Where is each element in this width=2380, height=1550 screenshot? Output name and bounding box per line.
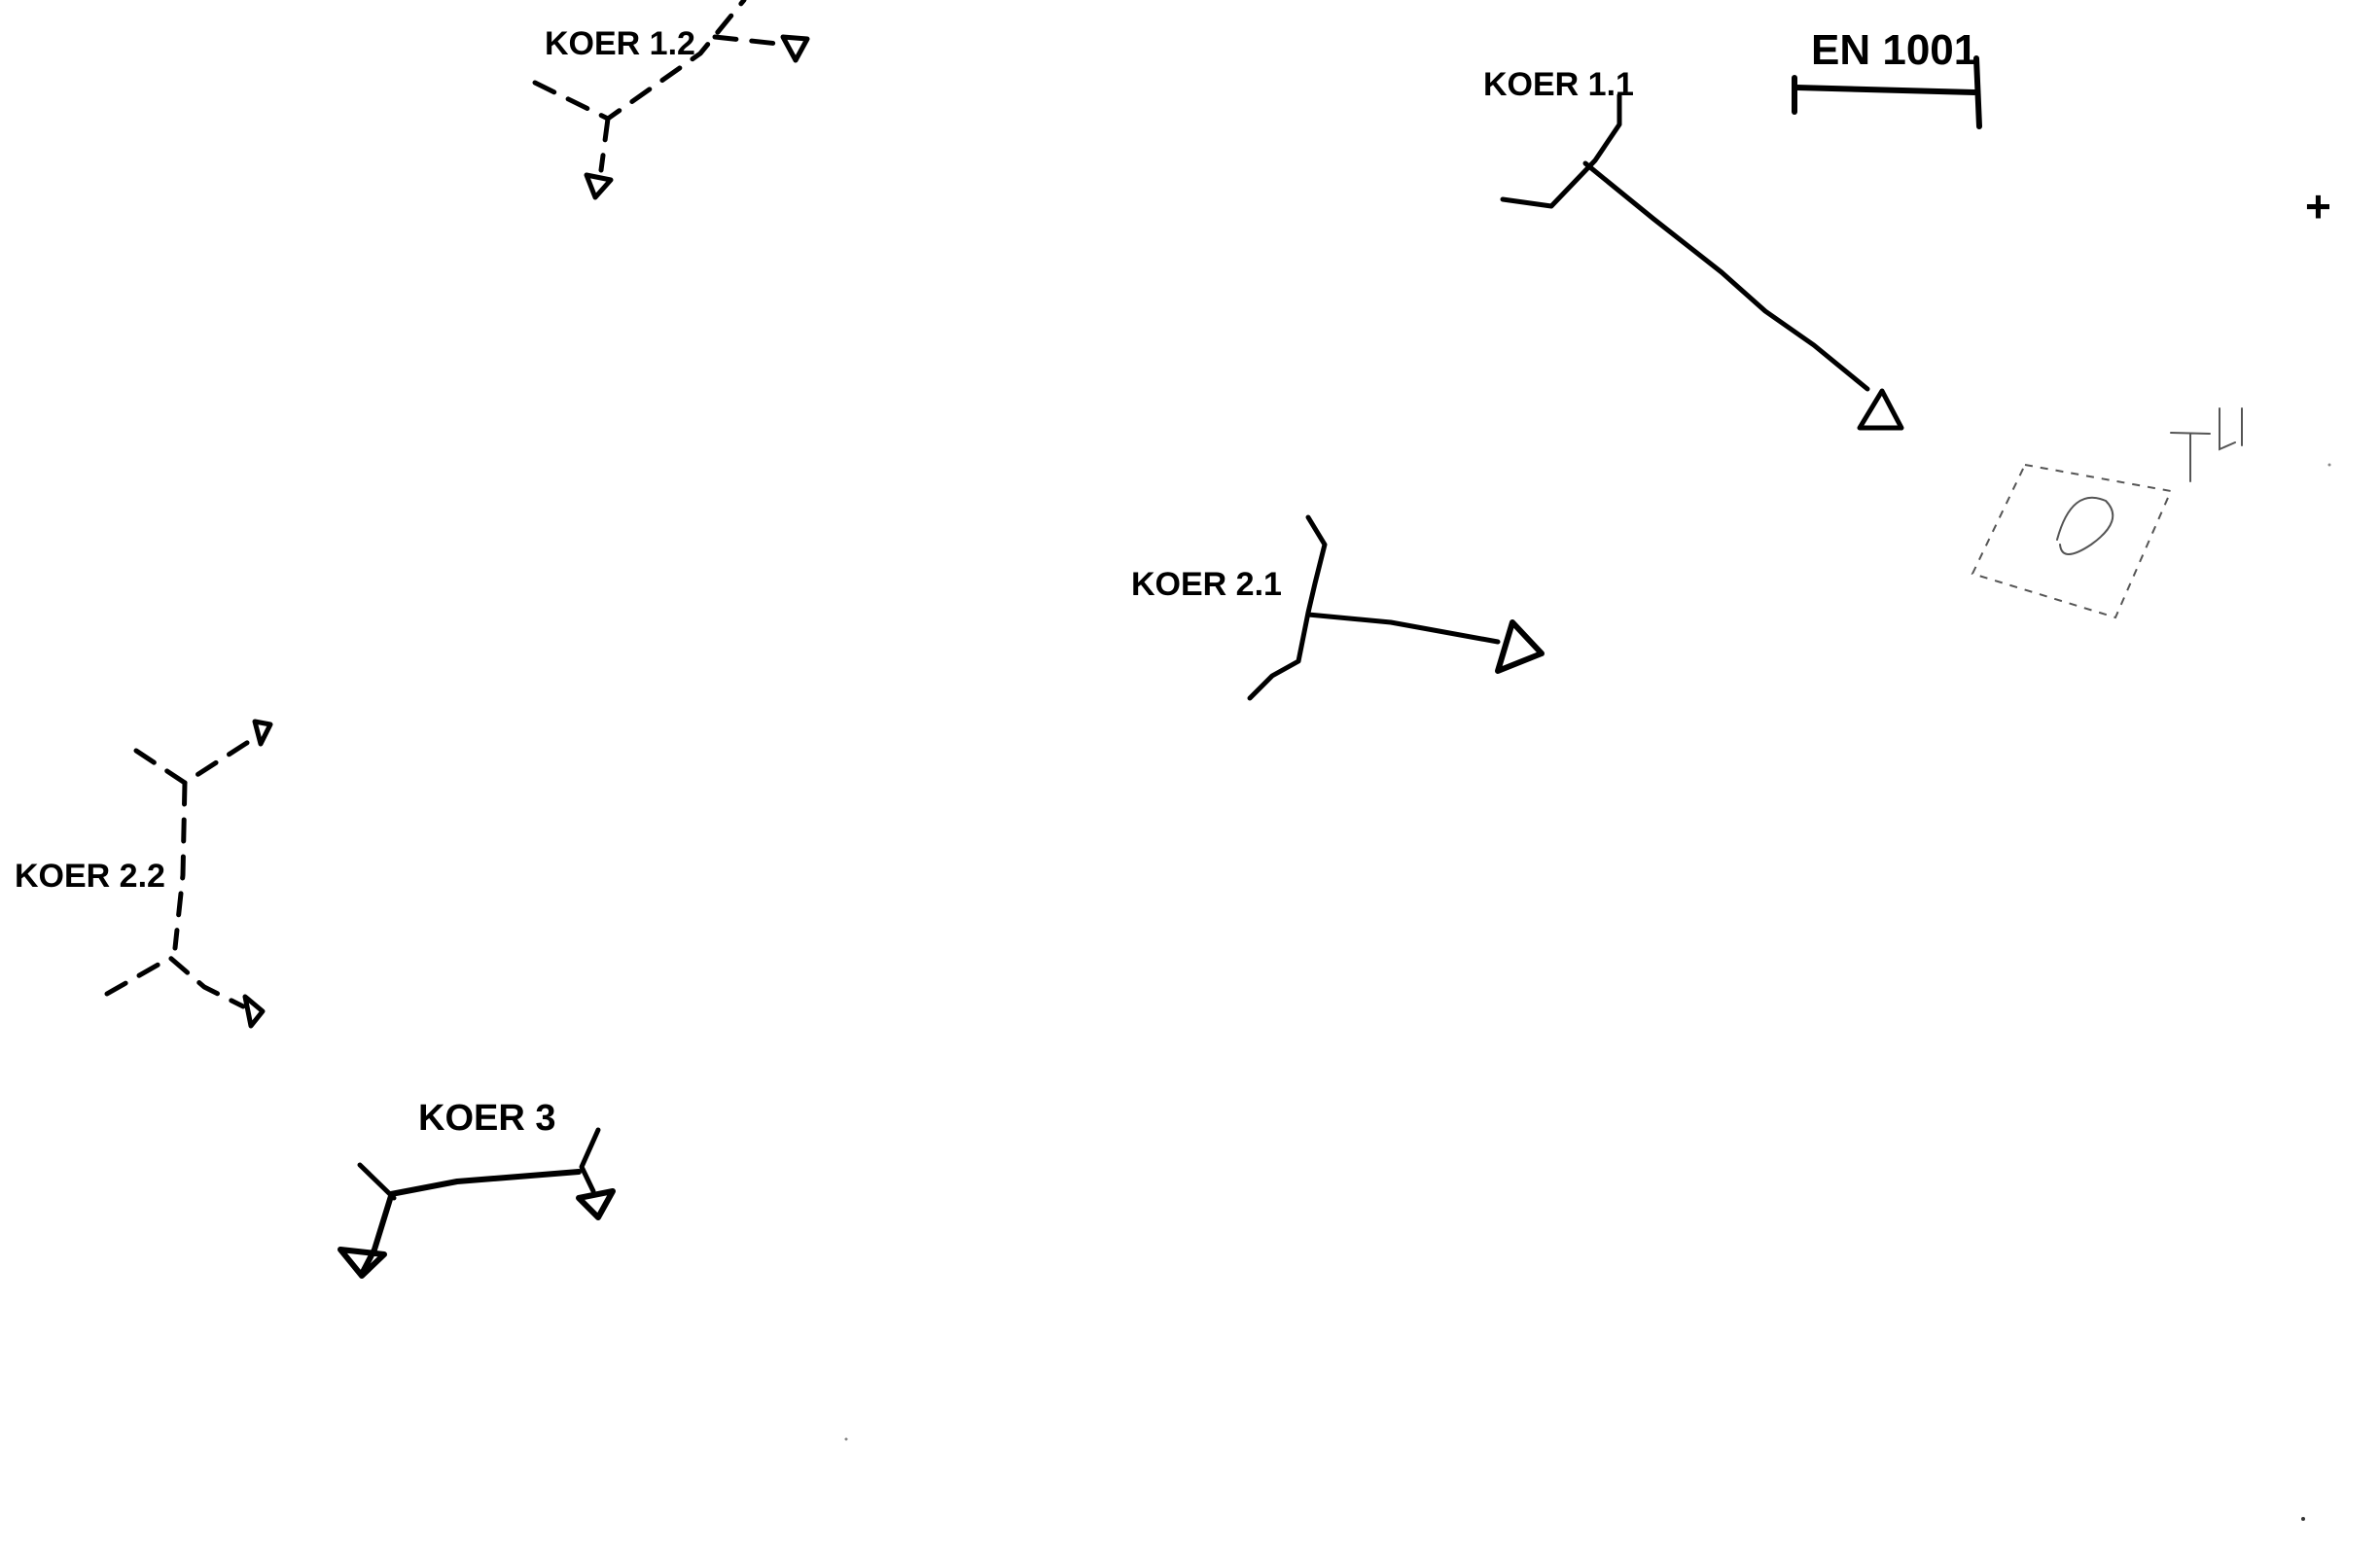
speck-dot <box>844 1437 848 1441</box>
koer-3-label: KOER 3 <box>418 1098 555 1139</box>
koer-3-line <box>388 1169 582 1197</box>
koer-3-left-stem <box>359 1193 394 1277</box>
koer-3-right-tick <box>579 1127 601 1194</box>
koer-1-2-dashed-branch <box>712 34 781 47</box>
koer-1-1-triangle-icon <box>1857 388 1904 431</box>
th-sketch-group <box>1971 407 2243 619</box>
koer-2-2-group: KOER 2.2 <box>15 719 273 1029</box>
koer-2-2-dashed-bottom <box>104 955 246 1009</box>
koer-2-1-line <box>1305 612 1501 645</box>
plus-mark: + <box>2305 181 2331 231</box>
th-faint-scribble <box>2056 496 2114 555</box>
koer-3-group: KOER 3 <box>337 1098 616 1279</box>
koer-1-1-branch <box>1500 92 1622 209</box>
scale-bar-line <box>1794 85 1977 95</box>
koer-1-2-triangle-icon <box>780 34 810 63</box>
koer-2-2-dashed-top <box>133 736 256 786</box>
speck-dot <box>2327 463 2331 467</box>
koer-1-2-dashed-line <box>532 0 747 122</box>
th-faint-box <box>1971 463 2173 619</box>
koer-1-2-label: KOER 1.2 <box>545 25 695 62</box>
koer-2-2-label: KOER 2.2 <box>15 858 165 895</box>
koer-1-2-triangle-icon-2 <box>584 172 614 200</box>
koer-2-1-triangle-icon <box>1495 619 1545 674</box>
koer-1-1-group: KOER 1.1 <box>1483 66 1904 431</box>
koer-2-1-label: KOER 2.1 <box>1131 566 1282 603</box>
speck-dot <box>2301 1517 2305 1521</box>
koer-2-1-group: KOER 2.1 <box>1131 514 1545 701</box>
koer-2-2-dashed-stem <box>172 780 188 951</box>
scale-bar-right-tick <box>1973 55 1982 129</box>
koer-2-2-triangle-icon <box>252 719 273 747</box>
koer-2-2-triangle-icon-2 <box>242 994 266 1029</box>
koer-2-1-branch <box>1247 514 1328 701</box>
koer-1-2-dashed-stem <box>598 116 611 173</box>
en-1001-scale-group: EN 1001 <box>1792 26 1982 129</box>
koer-3-left-tick <box>357 1162 397 1201</box>
koer-1-1-line <box>1582 160 1870 392</box>
en-1001-label: EN 1001 <box>1811 26 1977 74</box>
koer-1-2-group: KOER 1.2 <box>532 0 810 200</box>
koer-3-triangle-icon <box>337 1247 387 1279</box>
th-h-stroke <box>2219 407 2243 451</box>
koer-3-triangle-icon-2 <box>576 1188 616 1220</box>
koer-1-1-label: KOER 1.1 <box>1483 66 1634 103</box>
th-t-stroke <box>2170 432 2211 482</box>
